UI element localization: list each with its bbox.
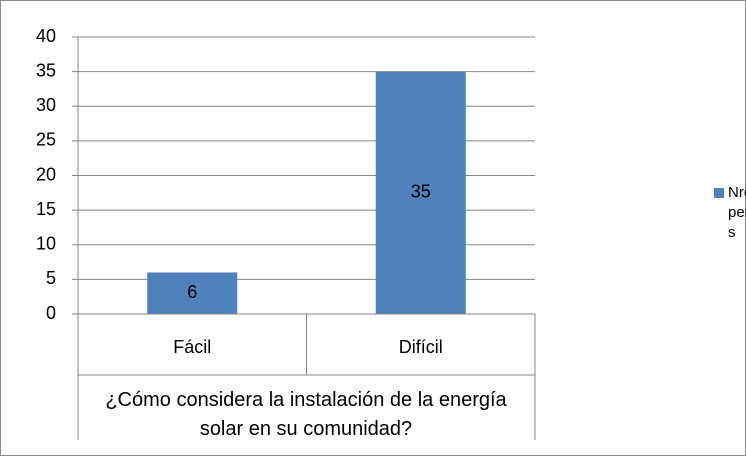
legend-swatch: [714, 188, 724, 198]
x-tick-label: Fácil: [173, 337, 211, 357]
bar: [375, 71, 466, 314]
y-tick-label: 15: [36, 199, 56, 219]
data-label: 6: [187, 282, 197, 302]
y-tick-label: 25: [36, 130, 56, 150]
x-tick-label: Difícil: [399, 337, 443, 357]
y-tick-label: 30: [36, 95, 56, 115]
y-tick-label: 40: [36, 26, 56, 46]
bar: [147, 272, 238, 314]
data-label: 35: [411, 182, 431, 202]
x-axis-title: ¿Cómo considera la instalación de la ene…: [105, 389, 507, 440]
y-tick-label: 20: [36, 164, 56, 184]
y-tick-label: 10: [36, 234, 56, 254]
y-tick-label: 5: [46, 268, 56, 288]
legend-label: Nro de personas: [728, 184, 746, 241]
y-tick-label: 0: [46, 303, 56, 323]
y-tick-label: 35: [36, 60, 56, 80]
